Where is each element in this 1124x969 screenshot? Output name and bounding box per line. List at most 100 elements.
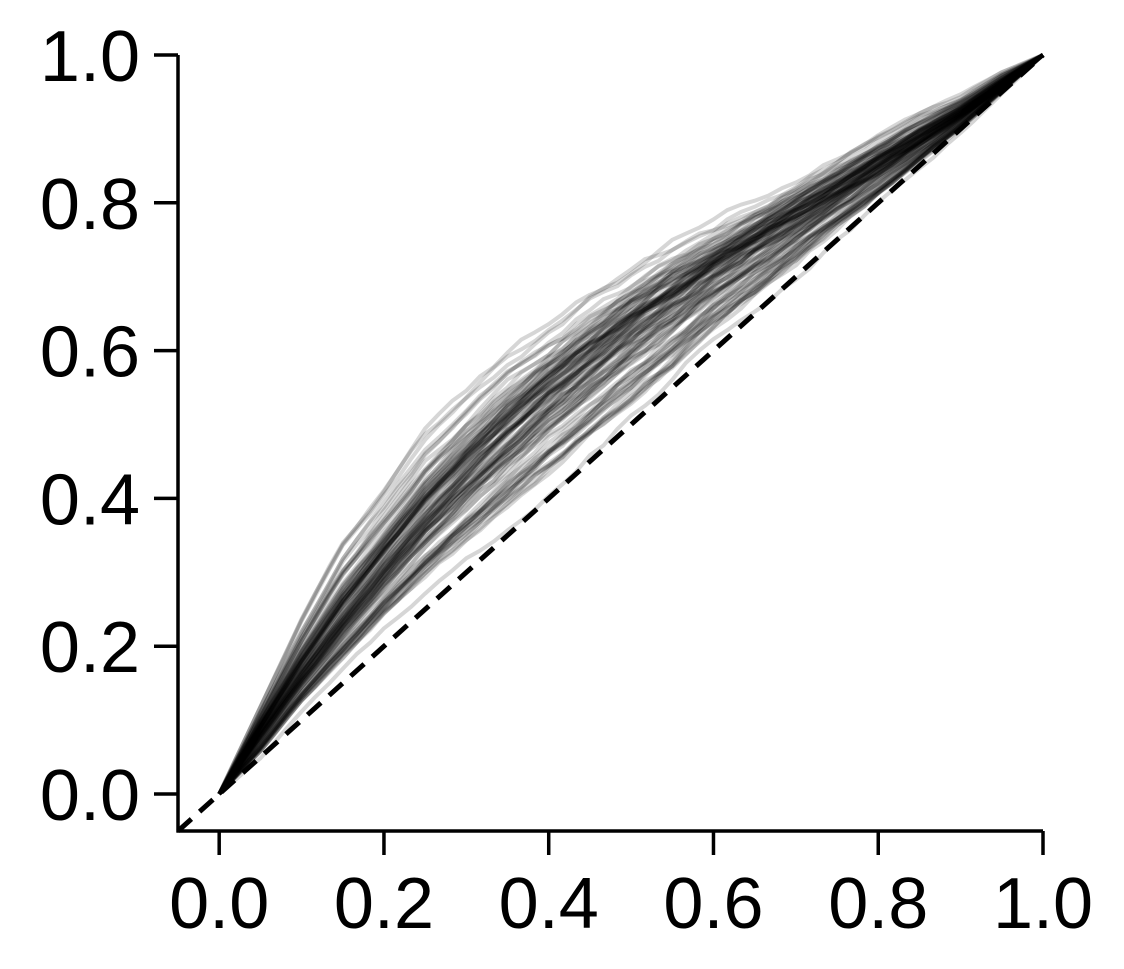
curve-line	[217, 53, 1045, 796]
curve-line	[217, 53, 1045, 796]
curve-line	[217, 53, 1045, 796]
curve-line	[217, 53, 1045, 796]
curve-line	[217, 53, 1045, 796]
curve-line	[217, 53, 1045, 796]
reference-line-layer	[176, 53, 1045, 833]
curve-line	[217, 53, 1045, 796]
curve-line	[217, 53, 1045, 796]
curve-line	[217, 53, 1045, 796]
curve-line	[217, 53, 1045, 796]
curve-line	[217, 53, 1045, 796]
curve-line	[217, 53, 1045, 795]
axes-group: 0.0 0.2 0.4 0.6 0.8 1.0 0.0 0.2 0.4 0.6 0.8 1.0	[40, 17, 1093, 944]
curve-line	[217, 53, 1045, 796]
curve-line	[217, 53, 1045, 796]
x-tick-label: 0.6	[663, 864, 763, 944]
curve-line	[217, 53, 1045, 795]
curve-line	[217, 53, 1045, 796]
curve-line	[217, 53, 1045, 796]
curve-line	[217, 53, 1045, 796]
curve-line	[217, 53, 1045, 796]
curve-line	[217, 53, 1044, 795]
curve-line	[217, 53, 1045, 796]
curve-line	[217, 53, 1045, 796]
curve-line	[217, 53, 1045, 796]
curve-line	[217, 53, 1045, 796]
curve-line	[217, 53, 1045, 795]
x-tick-label: 0.0	[169, 864, 269, 944]
curve-line	[217, 53, 1045, 796]
curve-line	[217, 53, 1045, 796]
curve-line	[217, 53, 1044, 795]
curve-line	[217, 53, 1045, 796]
curve-line	[217, 53, 1045, 796]
curve-line	[217, 53, 1045, 796]
curve-line	[217, 53, 1045, 796]
curve-line	[217, 53, 1045, 796]
curve-line	[217, 53, 1045, 796]
curve-line	[217, 53, 1044, 795]
curve-line	[217, 53, 1045, 796]
curve-line	[217, 53, 1045, 796]
curve-line	[217, 53, 1045, 796]
curve-line	[217, 53, 1044, 795]
curve-line	[217, 53, 1045, 796]
curve-line	[217, 53, 1045, 796]
curve-line	[217, 53, 1045, 796]
curve-line	[217, 53, 1045, 796]
x-tick-label: 0.2	[334, 864, 434, 944]
curve-line	[217, 53, 1044, 795]
curve-line	[217, 53, 1045, 796]
curve-line	[217, 53, 1045, 796]
curve-line	[217, 53, 1044, 795]
curve-line	[217, 53, 1045, 796]
curve-line	[217, 53, 1045, 796]
curve-line	[217, 53, 1045, 796]
curve-line	[217, 53, 1045, 796]
x-tick-label: 0.8	[828, 864, 928, 944]
curve-line	[217, 53, 1045, 796]
curve-line	[217, 53, 1045, 795]
curve-line	[217, 53, 1045, 795]
curve-line	[217, 53, 1045, 796]
curve-line	[217, 53, 1045, 796]
curve-line	[217, 53, 1045, 796]
y-tick-label: 0.2	[40, 608, 140, 688]
curve-line	[217, 53, 1045, 796]
curve-line	[217, 53, 1045, 796]
curve-line	[217, 53, 1045, 796]
curve-line	[217, 53, 1045, 796]
curve-line	[217, 53, 1045, 796]
curve-line	[217, 53, 1045, 796]
curve-line	[217, 53, 1045, 796]
curve-line	[217, 53, 1045, 796]
curve-line	[217, 53, 1045, 796]
curve-line	[217, 53, 1044, 795]
curve-line	[217, 53, 1045, 796]
curve-line	[217, 53, 1045, 796]
y-tick-label: 0.8	[40, 165, 140, 245]
curve-line	[217, 53, 1045, 796]
curve-line	[217, 53, 1045, 796]
x-tick-label: 1.0	[993, 864, 1093, 944]
curves-group	[217, 53, 1045, 796]
curve-line	[217, 53, 1045, 796]
curve-line	[217, 53, 1045, 796]
y-tick-label: 0.6	[40, 313, 140, 393]
curve-line	[217, 53, 1045, 796]
curve-line	[217, 53, 1045, 796]
curve-line	[217, 53, 1045, 796]
curve-line	[217, 53, 1045, 796]
curve-line	[217, 53, 1045, 796]
curve-line	[217, 53, 1045, 796]
reference-diagonal-line	[176, 53, 1045, 833]
curve-line	[217, 53, 1045, 796]
curve-line	[217, 53, 1045, 796]
y-tick-label: 1.0	[40, 17, 140, 97]
curve-line	[217, 53, 1045, 796]
curve-line	[217, 53, 1045, 796]
y-tick-label: 0.4	[40, 460, 140, 540]
curve-line	[217, 53, 1045, 796]
curve-line	[217, 53, 1045, 796]
